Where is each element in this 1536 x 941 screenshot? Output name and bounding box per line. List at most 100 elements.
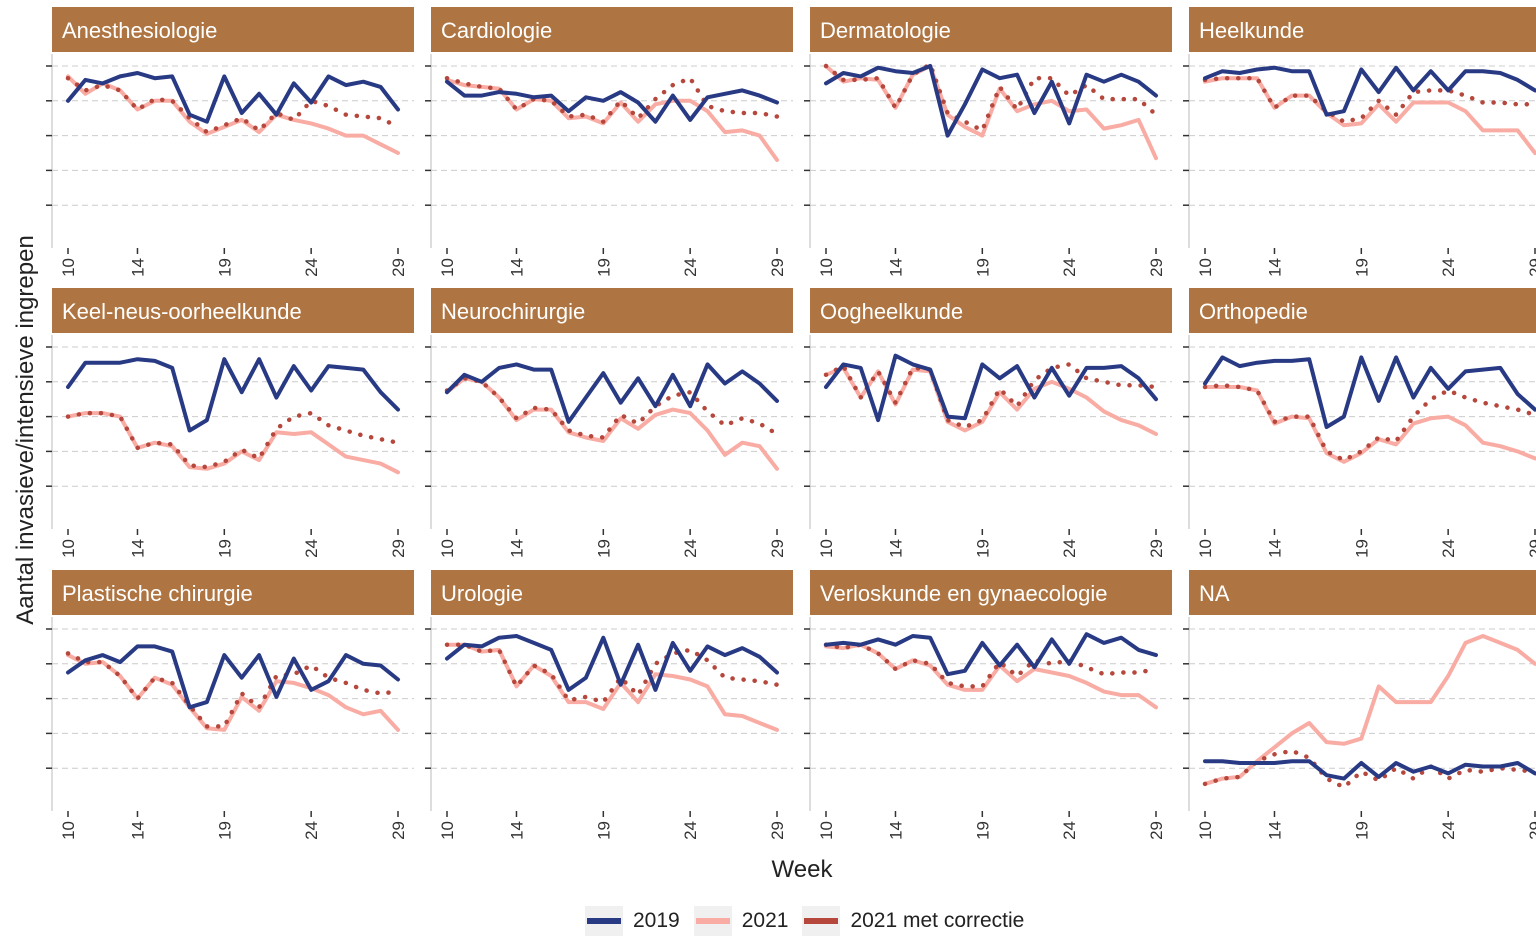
panel-title: Heelkunde <box>1199 18 1304 43</box>
x-tick-label: 24 <box>1060 539 1079 558</box>
x-tick-label: 19 <box>215 539 234 558</box>
panel-strip <box>810 288 1172 333</box>
series-line-2019 <box>1203 759 1536 781</box>
series-line-2021-correctie <box>823 62 1159 133</box>
x-tick-label: 10 <box>817 258 836 277</box>
panel-1: Cardiologie 10 14 19 24 29 <box>425 7 793 277</box>
x-tick-label: 14 <box>1265 258 1284 277</box>
series-line-2019 <box>824 632 1158 677</box>
x-tick-label: 24 <box>681 821 700 840</box>
legend-swatch-2019 <box>587 918 621 924</box>
x-tick-label: 29 <box>389 258 408 277</box>
panel-5: Neurochirurgie 10 14 19 24 29 <box>425 288 793 558</box>
x-tick-label: 14 <box>128 258 147 277</box>
panel-6: Oogheelkunde 10 14 19 24 29 <box>804 288 1172 558</box>
legend-key-2021 <box>693 906 732 936</box>
panel-title: Plastische chirurgie <box>62 581 253 606</box>
legend-label-2021: 2021 <box>741 909 789 932</box>
panel-strip <box>431 288 793 333</box>
x-tick-label: 10 <box>59 821 78 840</box>
x-tick-label: 19 <box>1352 258 1371 277</box>
x-tick-label: 10 <box>1196 258 1215 277</box>
x-axis-label: Week <box>771 856 833 883</box>
panel-strip <box>1189 288 1536 333</box>
series-line-2019 <box>445 362 779 424</box>
x-tick-label: 24 <box>1439 258 1458 277</box>
legend-label-2019: 2019 <box>633 909 680 932</box>
panel-0: Anesthesiologie 10 14 19 24 29 <box>46 7 414 277</box>
x-tick-label: 19 <box>973 258 992 277</box>
panel-strip <box>810 570 1172 615</box>
x-tick-label: 29 <box>1526 539 1536 558</box>
x-tick-label: 14 <box>1265 539 1284 558</box>
x-tick-label: 10 <box>438 821 457 840</box>
x-tick-label: 10 <box>438 258 457 277</box>
x-tick-label: 19 <box>594 821 613 840</box>
x-tick-label: 14 <box>886 258 905 277</box>
panel-title: Oogheelkunde <box>820 299 963 324</box>
series-line-2021 <box>445 642 779 732</box>
panel-strip <box>431 7 793 52</box>
series-line-2019 <box>1203 355 1536 429</box>
x-tick-label: 10 <box>438 539 457 558</box>
x-tick-label: 19 <box>973 539 992 558</box>
legend-key-2019 <box>585 906 623 936</box>
x-tick-label: 29 <box>1147 821 1166 840</box>
panel-strip <box>52 570 414 615</box>
panel-title: Dermatologie <box>820 18 951 43</box>
legend-item-2019: 2019 <box>585 906 680 936</box>
x-tick-label: 19 <box>1352 539 1371 558</box>
legend-item-2021: 2021 <box>693 906 789 936</box>
y-axis-label: Aantal invasieve/intensieve ingrepen <box>12 235 39 625</box>
x-tick-label: 29 <box>768 258 787 277</box>
x-tick-label: 10 <box>59 258 78 277</box>
series-line-2021 <box>824 365 1158 436</box>
panel-10: Verloskunde en gynaecologie 10 14 19 24 29 <box>804 570 1172 840</box>
panel-strip <box>810 7 1172 52</box>
panel-title: NA <box>1199 581 1230 606</box>
series-line-2019 <box>1203 65 1536 117</box>
panel-title: Urologie <box>441 581 523 606</box>
panel-4: Keel-neus-oorheelkunde 10 14 19 24 29 <box>46 288 414 558</box>
x-tick-label: 29 <box>1526 258 1536 277</box>
x-tick-label: 29 <box>1147 539 1166 558</box>
x-tick-label: 24 <box>1060 821 1079 840</box>
x-tick-label: 14 <box>886 539 905 558</box>
panel-8: Plastische chirurgie 10 14 19 24 29 <box>46 570 414 840</box>
series-line-2021-correctie <box>1202 383 1536 463</box>
series-line-2019 <box>66 71 400 124</box>
x-tick-label: 10 <box>817 539 836 558</box>
series-line-2021 <box>445 376 779 471</box>
panel-title: Verloskunde en gynaecologie <box>820 581 1107 606</box>
series-line-2021-correctie <box>444 642 780 705</box>
x-tick-label: 29 <box>768 539 787 558</box>
x-tick-label: 19 <box>215 258 234 277</box>
x-tick-label: 14 <box>507 821 526 840</box>
x-tick-label: 29 <box>1147 258 1166 277</box>
x-tick-label: 24 <box>1439 821 1458 840</box>
series-line-2021 <box>1203 76 1536 155</box>
panel-strip <box>1189 7 1536 52</box>
series-line-2021-correctie <box>823 642 1159 689</box>
panel-strip <box>52 288 414 333</box>
x-tick-label: 29 <box>389 539 408 558</box>
x-tick-label: 14 <box>886 821 905 840</box>
panel-7: Orthopedie 10 14 19 24 29 <box>1183 288 1536 558</box>
panel-strip <box>52 7 414 52</box>
legend-swatch-2021 <box>695 918 730 924</box>
x-tick-label: 14 <box>507 258 526 277</box>
x-tick-label: 19 <box>594 258 613 277</box>
series-line-2019 <box>445 79 779 124</box>
x-tick-label: 24 <box>681 539 700 558</box>
series-line-2021 <box>66 74 400 155</box>
series-line-2019 <box>824 353 1158 423</box>
panel-title: Orthopedie <box>1199 299 1308 324</box>
x-tick-label: 10 <box>817 821 836 840</box>
series-line-2021-correctie <box>444 376 780 440</box>
legend-label-2021-correctie: 2021 met correctie <box>850 909 1025 932</box>
legend: 2019 2021 2021 met correctie <box>585 906 1028 936</box>
x-tick-label: 14 <box>507 539 526 558</box>
series-line-2019 <box>66 644 400 710</box>
